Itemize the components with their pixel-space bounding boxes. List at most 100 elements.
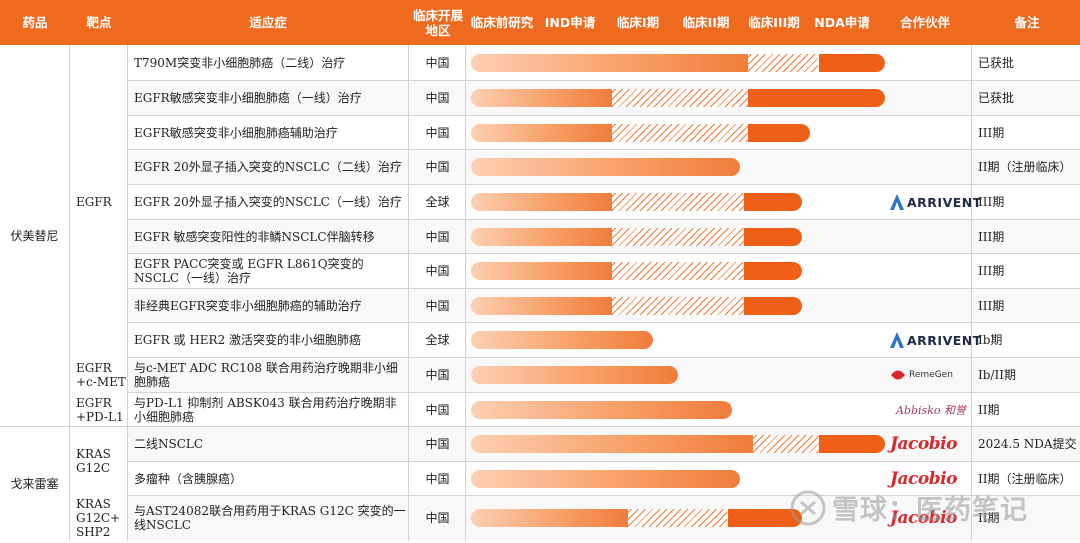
progress-segment	[471, 228, 612, 246]
progress-bar	[471, 366, 678, 384]
partner-name: Jacobio	[890, 434, 957, 454]
header-partner: 合作伙伴	[899, 15, 950, 30]
note-cell: III期	[978, 298, 1005, 313]
progress-bar	[471, 228, 802, 246]
region-cell: 中国	[425, 125, 450, 140]
progress-segment	[471, 89, 612, 107]
partner-name: Abbisko 和誉	[896, 403, 966, 417]
row-divider	[128, 288, 1080, 289]
row-divider	[128, 184, 1080, 185]
partner-name: Jacobio	[890, 468, 957, 489]
arrivent-mark-icon	[890, 332, 904, 348]
note-cell: III期	[978, 229, 1005, 244]
progress-segment	[471, 158, 740, 176]
progress-bar	[471, 124, 810, 142]
partner-name: RemeGen	[909, 370, 953, 380]
progress-segment	[471, 193, 612, 211]
progress-segment	[471, 470, 740, 488]
header-note: 备注	[1014, 15, 1040, 30]
region-cell: 中国	[425, 229, 450, 244]
drug-name: 戈来雷塞	[10, 476, 59, 491]
note-cell: II期（注册临床）	[978, 471, 1072, 486]
watermark: 雪球：医药笔记	[790, 488, 1028, 527]
indication-cell: EGFR 20外显子插入突变的NSCLC（二线）治疗	[134, 160, 402, 174]
divider	[971, 45, 972, 541]
indication-cell: EGFR 20外显子插入突变的NSCLC（一线）治疗	[134, 195, 402, 209]
drug-cell-furmonertinib: 伏美替尼	[0, 46, 69, 426]
note-cell: II期（注册临床）	[978, 160, 1072, 174]
progress-segment	[471, 54, 748, 72]
drug-cell-glecirasib: 戈来雷塞	[0, 427, 69, 540]
indication-cell: T790M突变非小细胞肺癌（二线）治疗	[134, 56, 346, 70]
partner-name: ARRIVENT	[907, 332, 982, 348]
progress-segment	[612, 89, 749, 107]
partner-logo-remegen: RemeGen	[890, 358, 953, 392]
region-cell: 中国	[425, 402, 450, 417]
progress-bar	[471, 331, 653, 349]
header-ind: IND申请	[544, 15, 596, 30]
progress-segment	[471, 509, 628, 527]
partner-logo-jacobio: Jacobio	[890, 427, 957, 461]
progress-segment	[819, 54, 885, 72]
target-cell-egfr-pdl1: EGFR +PD-L1	[70, 393, 127, 426]
header-drug: 药品	[22, 15, 48, 30]
partner-logo-jacobio: Jacobio	[890, 462, 957, 495]
header-target: 靶点	[86, 15, 112, 30]
row-divider	[128, 495, 1080, 496]
indication-cell: EGFR 敏感突变阳性的非鳞NSCLC伴脑转移	[134, 229, 375, 244]
progress-segment	[471, 435, 753, 453]
target-name: EGFR	[76, 194, 112, 209]
target-name: EGFR +c-MET	[76, 361, 126, 389]
target-cell-egfr: EGFR	[70, 46, 127, 357]
progress-bar	[471, 158, 740, 176]
divider	[465, 45, 466, 541]
table-row: EGFR 或 HER2 激活突变的非小细胞肺癌 全球 ARRIVENT Ib期	[0, 322, 1080, 357]
target-cell-kras-g12c: KRAS G12C	[70, 427, 127, 495]
table-row: EGFR 敏感突变阳性的非鳞NSCLC伴脑转移 中国 III期	[0, 219, 1080, 253]
region-cell: 中国	[425, 437, 450, 451]
progress-segment	[612, 193, 744, 211]
drug-name: 伏美替尼	[10, 229, 59, 243]
row-divider	[128, 357, 1080, 358]
row-divider	[128, 80, 1080, 81]
table-row: 多瘤种（含胰腺癌） 中国 Jacobio II期（注册临床）	[0, 461, 1080, 495]
target-name: EGFR +PD-L1	[76, 395, 124, 424]
progress-segment	[748, 54, 818, 72]
progress-segment	[744, 262, 802, 280]
watermark-text: 雪球：医药笔记	[832, 495, 1028, 526]
region-cell: 全球	[425, 333, 450, 347]
table-row: 二线NSCLC 中国 Jacobio 2024.5 NDA提交	[0, 426, 1080, 461]
note-cell: 已获批	[978, 91, 1015, 105]
progress-segment	[744, 193, 802, 211]
progress-segment	[471, 124, 612, 142]
note-cell: II期	[978, 402, 1000, 417]
target-name: KRAS G12C+ SHP2	[76, 497, 121, 539]
table-row: EGFR 20外显子插入突变的NSCLC（一线）治疗 全球 ARRIVENT III期	[0, 184, 1080, 219]
table-row: T790M突变非小细胞肺癌（二线）治疗 中国 已获批	[0, 46, 1080, 80]
progress-segment	[471, 297, 612, 315]
progress-bar	[471, 89, 885, 107]
partner-logo-jacobio: Jacobio	[890, 496, 957, 540]
header-phase2: 临床II期	[682, 15, 730, 30]
progress-segment	[753, 435, 819, 453]
partner-name: ARRIVENT	[907, 194, 982, 210]
indication-cell: EGFR PACC突变或 EGFR L861Q突变的NSCLC（一线）治疗	[134, 257, 364, 285]
header-indication: 适应症	[249, 15, 287, 30]
partner-logo-arrivent: ARRIVENT	[890, 323, 982, 357]
row-divider	[0, 426, 1080, 427]
progress-segment	[471, 401, 732, 419]
header-phase1: 临床I期	[616, 15, 660, 30]
region-cell: 中国	[425, 368, 450, 382]
row-divider	[128, 149, 1080, 150]
region-cell: 中国	[425, 91, 450, 105]
indication-cell: 与c-MET ADC RC108 联合用药治疗晚期非小细胞肺癌	[134, 361, 398, 389]
note-cell: III期	[978, 264, 1005, 278]
region-cell: 全球	[425, 195, 450, 209]
progress-bar	[471, 297, 802, 315]
region-cell: 中国	[425, 511, 450, 525]
table-row: 与PD-L1 抑制剂 ABSK043 联合用药治疗晚期非小细胞肺癌 中国 Abbis…	[0, 392, 1080, 426]
divider	[127, 45, 128, 541]
progress-bar	[471, 193, 802, 211]
target-name: KRAS G12C	[76, 447, 111, 475]
